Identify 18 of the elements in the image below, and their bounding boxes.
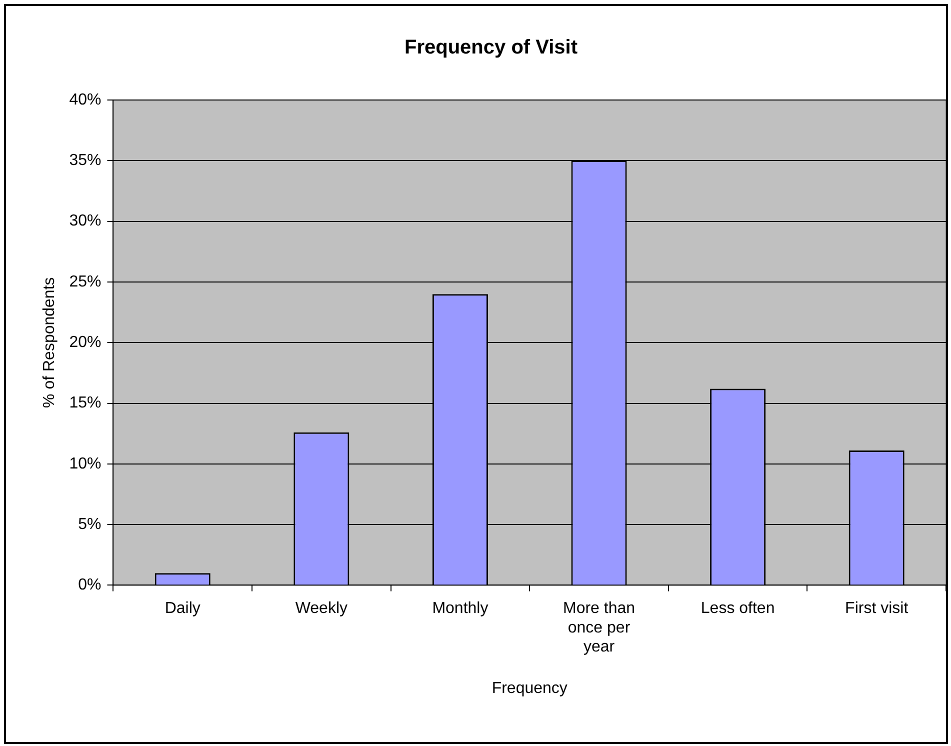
x-tick-label: Monthly <box>432 600 488 618</box>
x-tick-label: More than once per year <box>562 600 636 656</box>
x-tick-label: Weekly <box>295 600 348 618</box>
chart-title: Frequency of Visit <box>404 36 578 59</box>
y-tick-label: 25% <box>69 273 102 290</box>
y-tick-label: 20% <box>69 334 102 352</box>
x-tick-label: Less often <box>700 600 775 618</box>
y-tick-label: 0% <box>78 576 102 594</box>
x-axis-title: Frequency <box>492 680 568 697</box>
x-tick-label: First visit <box>845 600 909 618</box>
y-tick-label: 35% <box>69 152 102 170</box>
x-tick-label: Daily <box>164 600 200 618</box>
y-tick-label: 15% <box>69 394 102 412</box>
y-axis-title: % of Respondents <box>41 277 58 408</box>
y-tick-label: 30% <box>69 212 102 230</box>
y-tick-label: 5% <box>78 516 102 533</box>
y-tick-label: 10% <box>69 455 102 472</box>
y-tick-label: 40% <box>69 91 102 108</box>
